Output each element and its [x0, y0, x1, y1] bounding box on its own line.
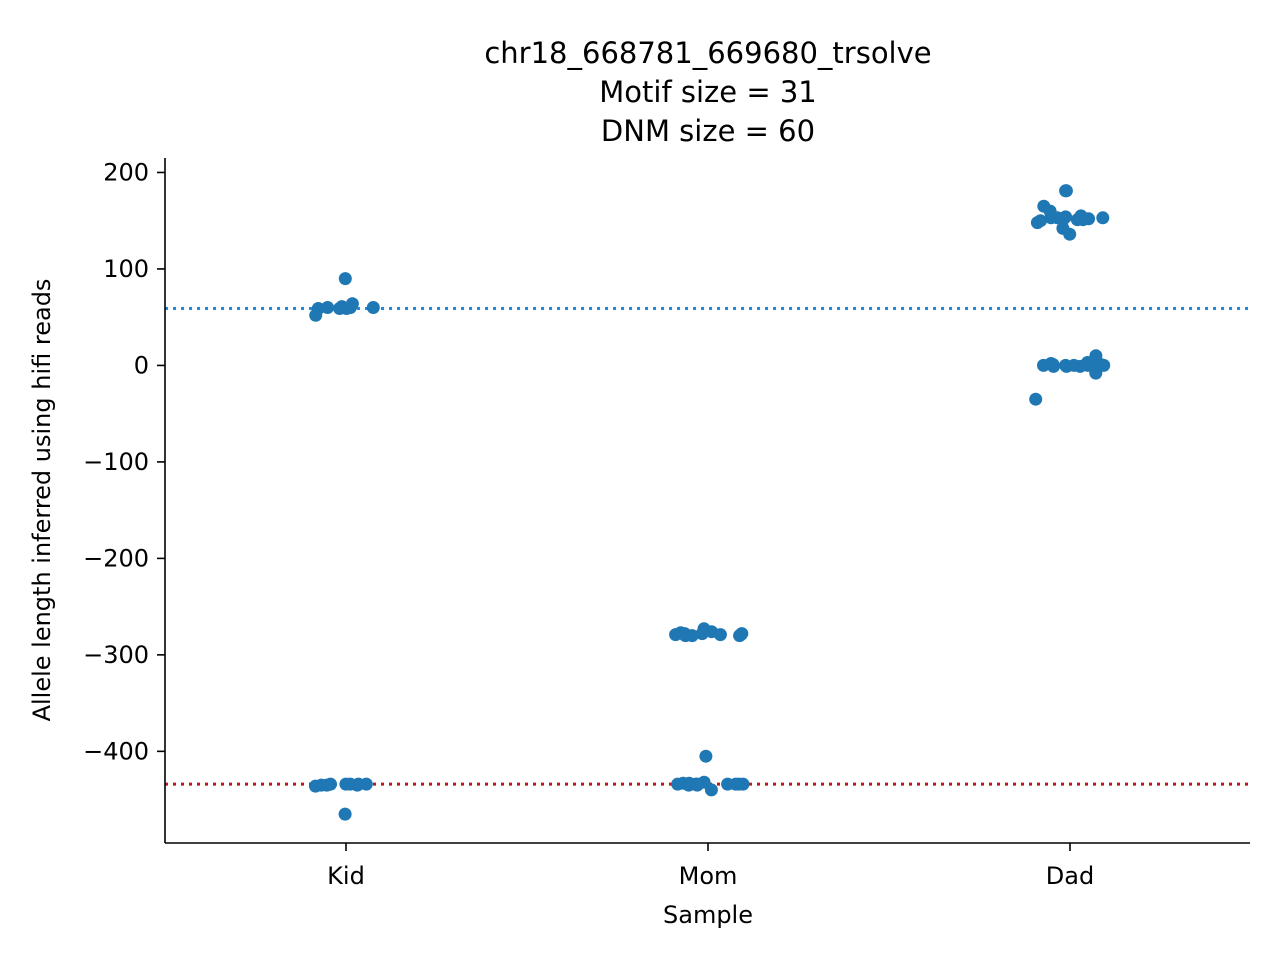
y-tick-label: −100	[83, 448, 149, 476]
point-dad	[1047, 359, 1060, 373]
x-tick-label-dad: Dad	[1046, 862, 1094, 890]
point-kid	[338, 807, 352, 821]
point-kid	[314, 778, 328, 792]
point-dad	[1037, 358, 1050, 372]
chart-subtitle-dnm: DNM size = 60	[601, 114, 815, 148]
point-dad	[1089, 349, 1103, 363]
point-mom	[677, 628, 691, 642]
point-dad	[1059, 210, 1073, 224]
chart-subtitle-motif: Motif size = 31	[599, 75, 817, 109]
y-axis-ticks: 200 100 0 −100 −200 −300 −400	[83, 158, 165, 765]
point-kid	[321, 301, 335, 314]
point-mom	[699, 749, 713, 763]
y-axis-label: Allele length inferred using hifi reads	[28, 279, 56, 722]
point-dad	[1067, 358, 1081, 372]
chart-title-line-1: chr18_668781_669680_trsolve	[484, 36, 931, 70]
point-mom	[713, 628, 727, 642]
x-tick-label-kid: Kid	[327, 862, 365, 890]
point-dad	[1030, 216, 1044, 230]
point-dad	[1059, 184, 1073, 198]
x-tick-label-mom: Mom	[679, 862, 738, 890]
y-tick-label: −300	[83, 641, 149, 669]
y-tick-label: 100	[103, 255, 149, 283]
reference-lines	[165, 307, 1250, 786]
point-mom	[671, 777, 685, 791]
point-dad	[1074, 212, 1088, 226]
point-mom	[704, 783, 718, 797]
x-axis-ticks: Kid Mom Dad	[327, 843, 1094, 890]
point-kid	[343, 777, 357, 791]
y-tick-label: −200	[83, 544, 149, 572]
point-kid	[309, 308, 323, 322]
y-tick-label: 0	[134, 351, 149, 379]
point-dad	[1029, 392, 1043, 406]
point-mom	[734, 628, 748, 642]
point-mom	[682, 776, 696, 790]
y-tick-label: −400	[83, 737, 149, 765]
point-kid	[366, 301, 380, 314]
data-points	[309, 184, 1111, 821]
x-axis-label: Sample	[663, 901, 753, 929]
point-mom	[729, 777, 743, 791]
point-dad	[1063, 227, 1077, 241]
point-kid	[338, 272, 352, 286]
point-kid	[333, 302, 347, 315]
y-tick-label: 200	[103, 158, 149, 186]
point-kid	[345, 297, 359, 311]
point-dad	[1096, 211, 1110, 225]
